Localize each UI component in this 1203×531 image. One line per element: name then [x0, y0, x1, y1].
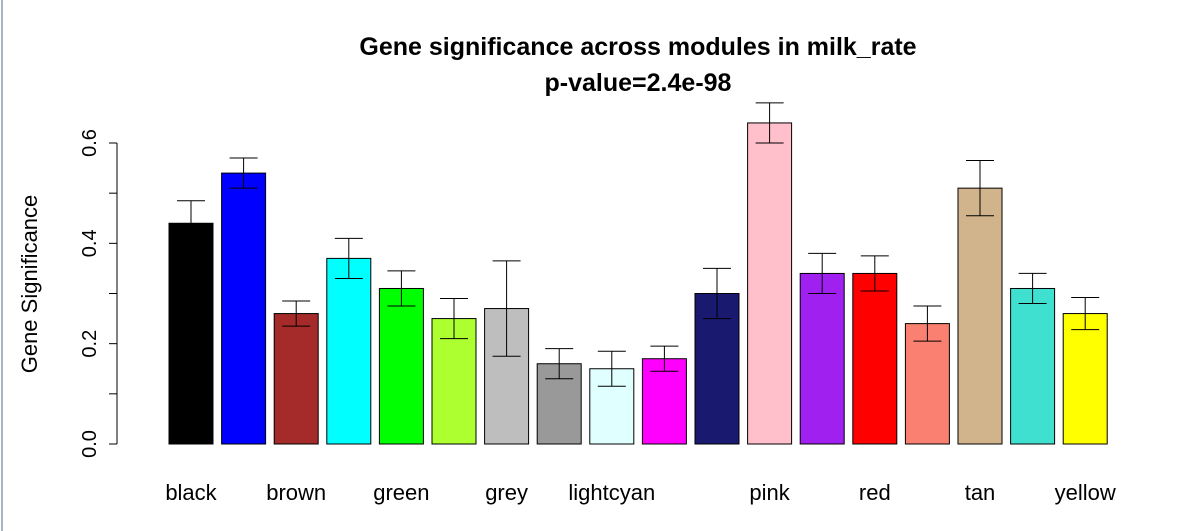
bars-group	[168, 122, 1108, 445]
bar-black	[168, 222, 214, 445]
chart-subtitle: p-value=2.4e-98	[545, 69, 732, 97]
bar-yellow	[1062, 313, 1108, 445]
chart-title: Gene significance across modules in milk…	[359, 33, 916, 61]
bar-turquoise	[1010, 287, 1056, 445]
x-tick-label-lightcyan: lightcyan	[568, 480, 655, 505]
x-tick-label-grey: grey	[485, 480, 528, 505]
y-tick-label: 0.4	[79, 229, 101, 257]
y-axis: 0.0 0.2 0.4 0.6	[79, 129, 118, 458]
x-tick-label-red: red	[859, 480, 891, 505]
bar-green	[378, 287, 424, 445]
x-tick-label-green: green	[373, 480, 429, 505]
bar-salmon	[904, 323, 950, 445]
bar-tan	[957, 187, 1003, 445]
y-tick-label: 0.6	[79, 129, 101, 157]
bar-brown	[273, 313, 319, 445]
bar-blue	[221, 172, 267, 445]
x-tick-label-brown: brown	[266, 480, 326, 505]
bar-greenyellow	[431, 318, 477, 445]
y-tick-label: 0.0	[79, 430, 101, 458]
x-tick-label-pink: pink	[749, 480, 790, 505]
x-tick-label-tan: tan	[965, 480, 996, 505]
error-bars-group	[177, 102, 1100, 387]
bar-cyan	[326, 257, 372, 445]
x-tick-labels: black brown green grey lightcyan pink red tan ye…	[165, 480, 1116, 505]
x-tick-label-yellow: yellow	[1055, 480, 1116, 505]
y-axis-label: Gene Significance	[17, 195, 42, 374]
bar-magenta	[641, 358, 687, 445]
bar-purple	[799, 272, 845, 445]
y-tick-label: 0.2	[79, 330, 101, 358]
x-tick-label-black: black	[165, 480, 217, 505]
bar-red	[852, 272, 898, 445]
bar-pink	[747, 122, 793, 445]
